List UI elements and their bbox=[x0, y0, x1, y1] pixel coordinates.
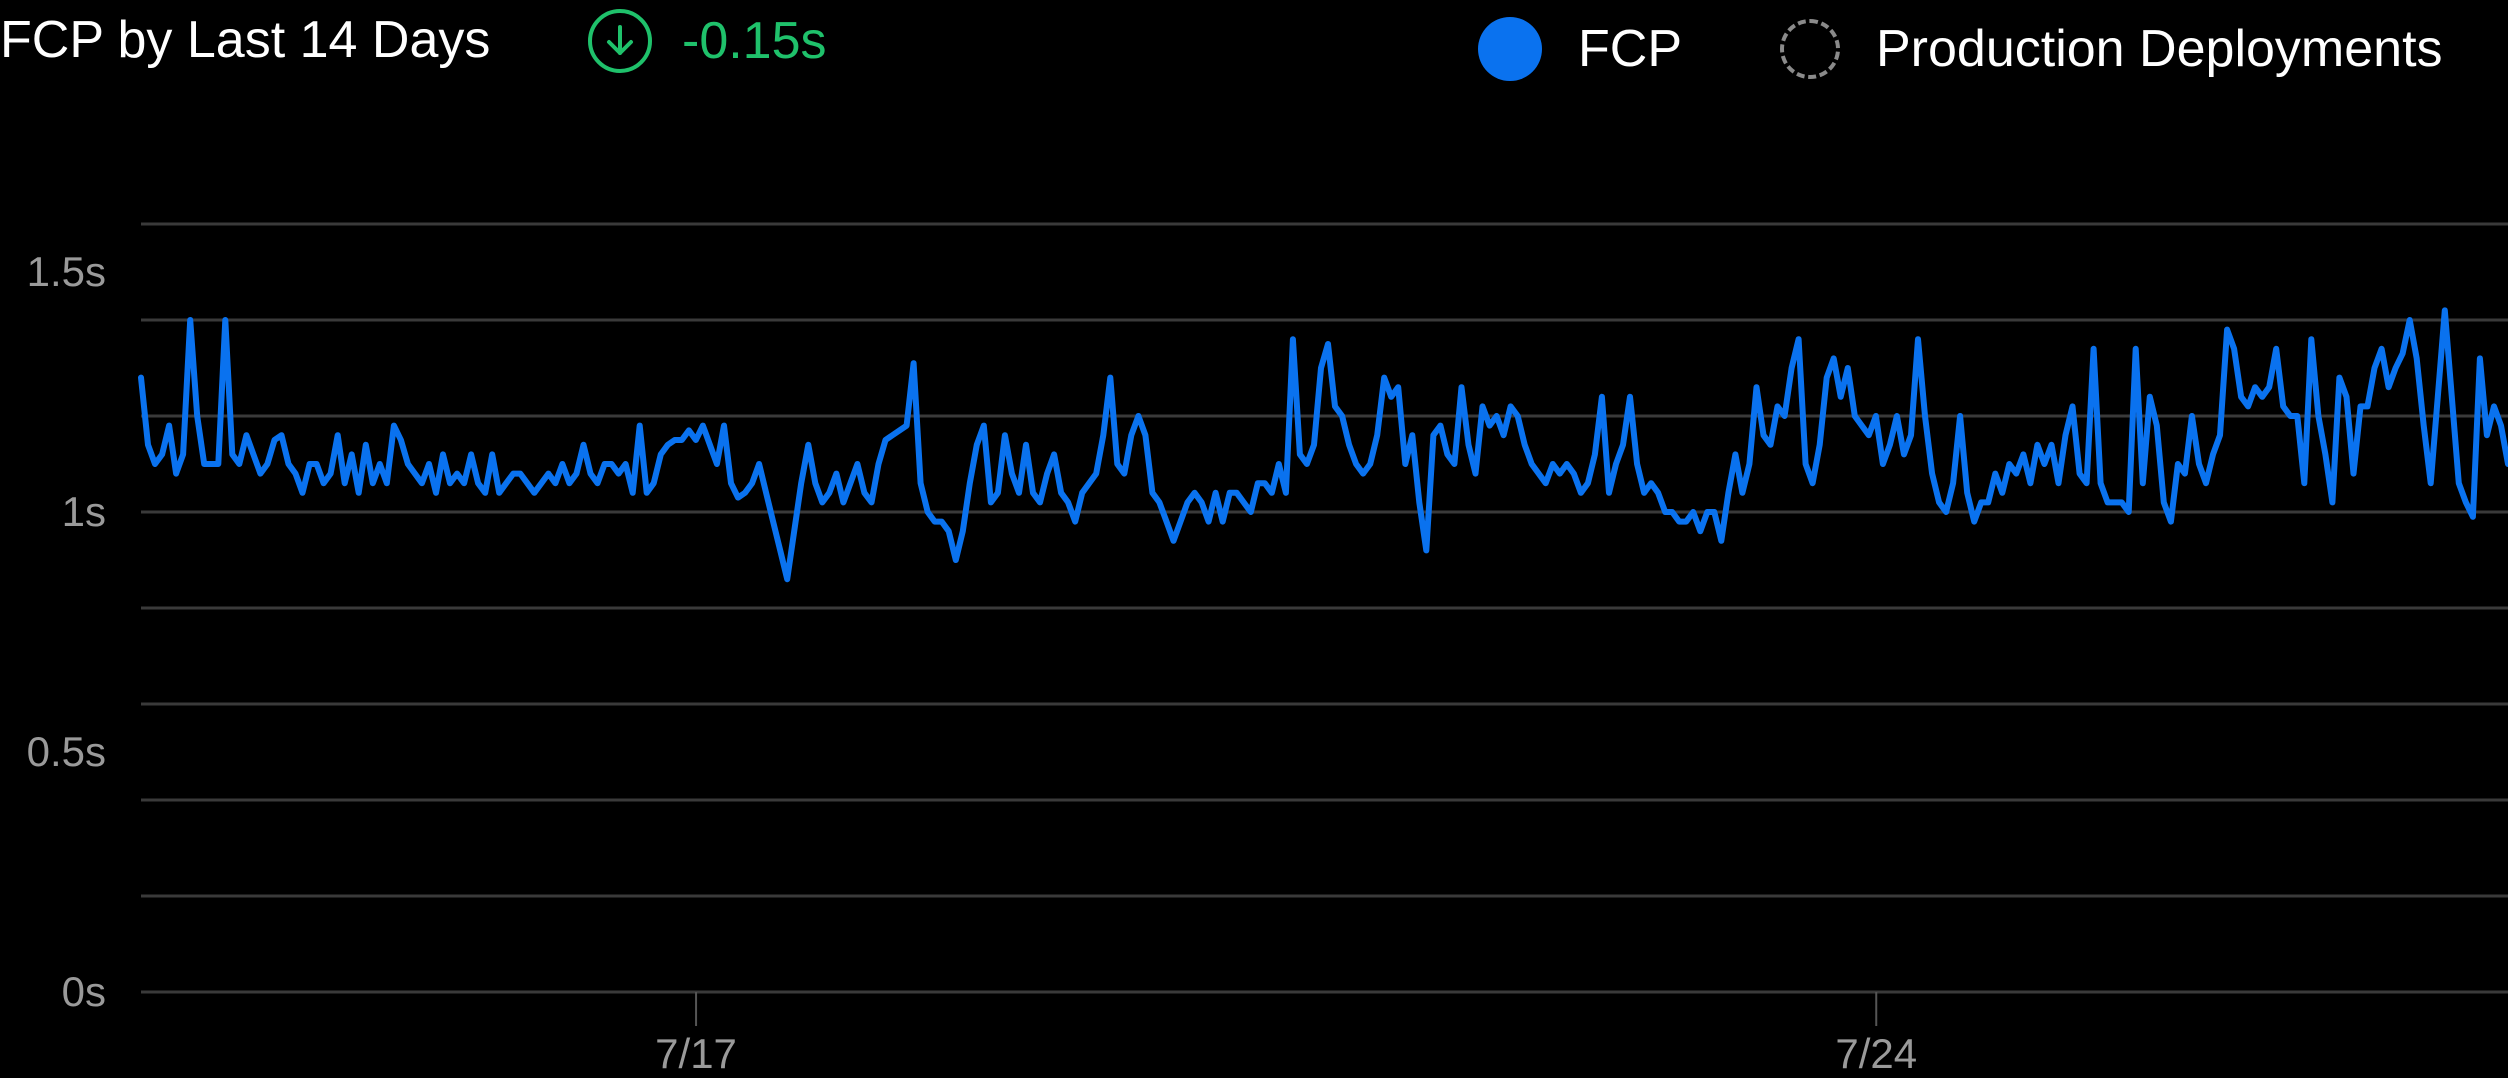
chart-header: FCP by Last 14 Days -0.15s FCP Productio… bbox=[0, 0, 2508, 90]
delta-badge: -0.15s bbox=[588, 5, 827, 77]
arrow-down-circle-icon bbox=[588, 9, 652, 73]
chart-title: FCP by Last 14 Days bbox=[0, 11, 491, 69]
x-axis-ticks bbox=[695, 992, 1878, 1026]
y-tick-label: 1s bbox=[61, 488, 106, 535]
fcp-series-line[interactable] bbox=[138, 307, 2508, 583]
x-tick-label: 7/24 bbox=[1835, 1030, 1918, 1077]
dashed-circle-icon bbox=[1780, 19, 1840, 79]
y-tick-label: 1.5s bbox=[26, 248, 106, 295]
gridlines bbox=[141, 222, 2508, 994]
legend-item-fcp[interactable]: FCP bbox=[1478, 17, 1682, 81]
legend-label: FCP bbox=[1578, 20, 1682, 78]
filled-circle-icon bbox=[1478, 17, 1542, 81]
chart-legend: FCP Production Deployments bbox=[1478, 14, 2443, 84]
x-tick-label: 7/17 bbox=[655, 1030, 737, 1077]
legend-label: Production Deployments bbox=[1876, 20, 2443, 78]
legend-item-production-deployments[interactable]: Production Deployments bbox=[1682, 19, 2443, 79]
y-tick-label: 0.5s bbox=[26, 728, 106, 775]
delta-value: -0.15s bbox=[682, 12, 827, 70]
y-tick-label: 0s bbox=[61, 968, 106, 1015]
